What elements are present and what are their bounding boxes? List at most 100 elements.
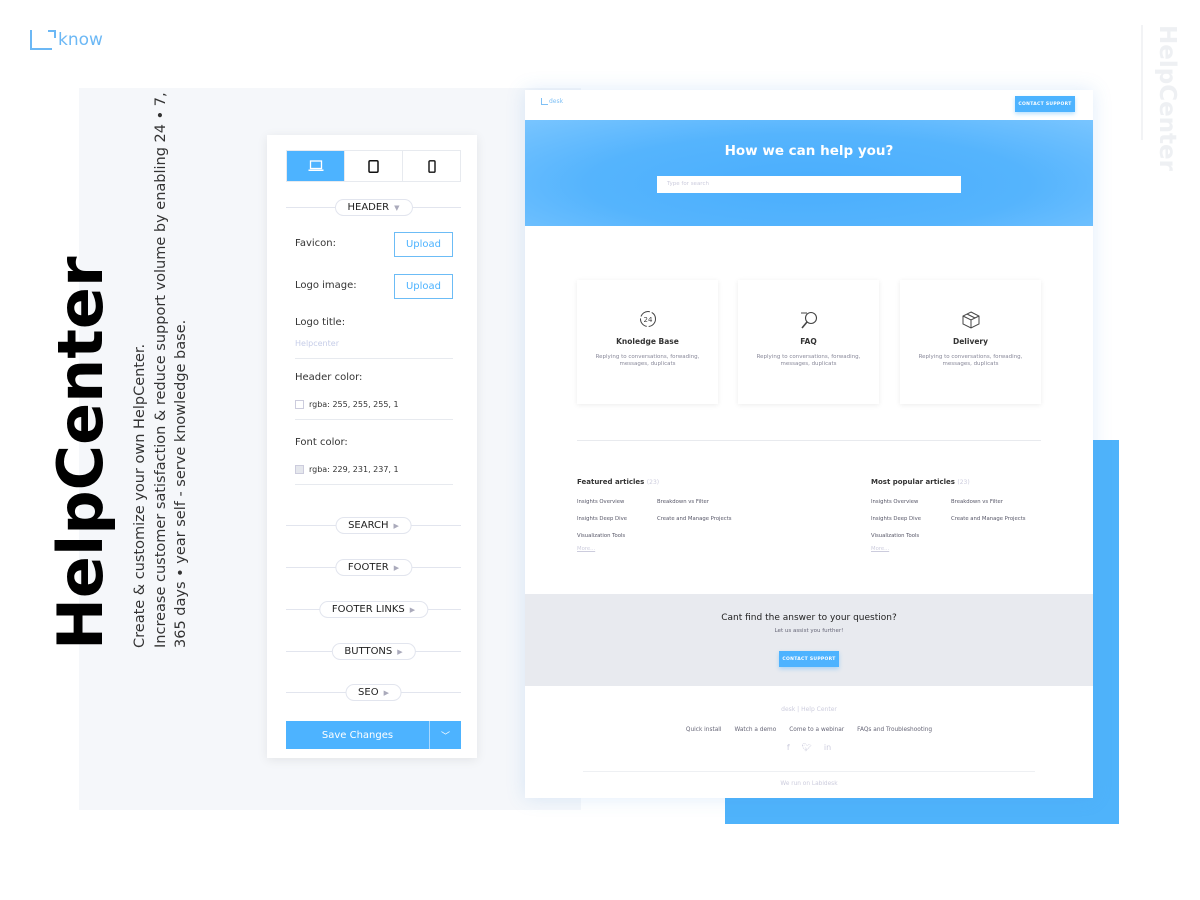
popular-title: Most popular articles (23) [871,478,1091,486]
page-title: HelpCenter [44,256,117,650]
divider [577,440,1041,441]
section-footer-links-toggle[interactable]: FOOTER LINKS ▶ [318,601,429,618]
footer-link[interactable]: Quick install [685,727,722,733]
preview-header: desk CONTACT SUPPORT [525,90,1093,120]
card-description: Replying to conversations, forwading, me… [756,354,861,367]
section-search-toggle[interactable]: SEARCH ▶ [335,517,412,534]
section-header-toggle[interactable]: HEADER ▼ [334,199,413,216]
subtitle-line: Increase customer satisfaction & reduce … [152,92,169,648]
popular-title-text: Most popular articles [871,478,955,486]
article-link[interactable]: Breakdown vs Filter [657,499,709,505]
more-link[interactable]: More... [577,546,596,552]
tab-desktop[interactable] [287,151,344,181]
section-label: SEO [358,687,379,698]
footer-link[interactable]: Watch a demo [734,727,777,733]
section-footer-links[interactable]: FOOTER LINKS ▶ [286,601,461,618]
footer-link[interactable]: Come to a webinar [789,727,845,733]
logo-image-upload-button[interactable]: Upload [394,274,453,299]
cta-subtitle: Let us assist you further! [774,628,844,634]
helpcenter-preview: desk CONTACT SUPPORT How we can help you… [525,90,1093,798]
logo-mark-icon [541,98,548,105]
section-buttons[interactable]: BUTTONS ▶ [286,643,461,660]
caret-right-icon: ▶ [393,564,400,572]
brand-text: know [58,30,103,50]
side-divider [1141,25,1143,140]
footer-run-note: We run on Labidesk [780,781,838,787]
contact-support-button[interactable]: CONTACT SUPPORT [1015,96,1075,112]
footer-logo: desk | Help Center [781,706,837,713]
section-footer-toggle[interactable]: FOOTER ▶ [334,559,413,576]
logo-title-label: Logo title: [295,317,346,328]
twitter-icon[interactable]: 🐦︎ [801,743,812,752]
card-delivery[interactable]: Delivery Replying to conversations, forw… [900,280,1041,404]
article-link[interactable]: Visualization Tools [577,533,626,539]
tab-tablet[interactable] [344,151,402,181]
save-changes-button[interactable]: Save Changes [286,721,430,749]
section-seo-toggle[interactable]: SEO ▶ [345,684,402,701]
favicon-upload-button[interactable]: Upload [394,232,453,257]
footer-divider [583,771,1035,772]
save-split-button: Save Changes ﹀ [286,721,461,749]
footer-link[interactable]: FAQs and Troubleshooting [857,727,933,733]
featured-articles: Featured articles (23) Insights Overview… [577,478,797,552]
subtitle-line: 365 days • year self - serve knowledge b… [173,319,189,648]
card-title: FAQ [800,337,817,346]
article-link[interactable]: Insights Deep Dive [871,516,921,522]
cta-contact-support-button[interactable]: CONTACT SUPPORT [779,651,839,667]
section-label: FOOTER [347,562,389,573]
article-link[interactable]: Create and Manage Projects [657,516,732,522]
section-search[interactable]: SEARCH ▶ [286,517,461,534]
section-label: SEARCH [348,520,389,531]
section-seo[interactable]: SEO ▶ [286,684,461,701]
popular-articles: Most popular articles (23) Insights Over… [871,478,1091,552]
save-options-dropdown[interactable]: ﹀ [430,721,461,749]
preview-footer: desk | Help Center Quick install Watch a… [525,686,1093,798]
settings-panel: HEADER ▼ Favicon: Upload Logo image: Uplo… [267,135,477,758]
article-link[interactable]: Insights Overview [577,499,625,505]
side-title: HelpCenter [1154,25,1180,171]
font-color-value: rgba: 229, 231, 237, 1 [309,465,399,474]
search-input[interactable]: Type for search [657,176,961,193]
article-link[interactable]: Insights Deep Dive [577,516,627,522]
hero-title: How we can help you? [724,143,894,159]
card-knowledge-base[interactable]: 24 Knoledge Base Replying to conversatio… [577,280,718,404]
featured-count: (23) [646,479,660,486]
article-link[interactable]: Visualization Tools [871,533,920,539]
cta-section: Cant find the answer to your question? L… [525,594,1093,686]
popular-count: (23) [957,479,970,486]
preview-logo: desk [541,98,563,105]
font-color-input[interactable]: rgba: 229, 231, 237, 1 [295,465,453,485]
phone-icon [427,159,436,173]
caret-right-icon: ▶ [397,648,403,656]
color-swatch[interactable] [295,465,304,474]
24-hours-icon: 24 [577,310,718,332]
article-link[interactable]: Insights Overview [871,499,919,505]
color-swatch[interactable] [295,400,304,409]
logo-image-label: Logo image: [295,280,357,291]
laptop-icon [308,160,323,171]
section-buttons-toggle[interactable]: BUTTONS ▶ [331,643,416,660]
caret-right-icon: ▶ [409,606,416,614]
font-color-label: Font color: [295,437,348,448]
logo-title-input[interactable]: Helpcenter [295,339,453,359]
article-link[interactable]: Breakdown vs Filter [951,499,1003,505]
card-description: Replying to conversations, forwading, me… [595,354,700,367]
facebook-icon[interactable]: f [786,743,790,752]
section-footer[interactable]: FOOTER ▶ [286,559,461,576]
card-faq[interactable]: FAQ Replying to conversations, forwading… [738,280,879,404]
header-color-label: Header color: [295,372,363,383]
card-title: Knoledge Base [616,337,679,346]
section-label: BUTTONS [344,646,393,657]
device-tabs [286,150,461,182]
featured-title: Featured articles (23) [577,478,797,486]
logo-title-placeholder: Helpcenter [295,339,339,348]
preview-logo-text: desk [549,98,564,105]
featured-title-text: Featured articles [577,478,645,486]
section-header[interactable]: HEADER ▼ [286,199,461,216]
linkedin-icon[interactable]: in [823,743,832,752]
header-color-input[interactable]: rgba: 255, 255, 255, 1 [295,400,453,420]
tab-phone[interactable] [402,151,460,181]
more-link[interactable]: More... [871,546,890,552]
magnifier-icon [738,310,879,332]
article-link[interactable]: Create and Manage Projects [951,516,1026,522]
